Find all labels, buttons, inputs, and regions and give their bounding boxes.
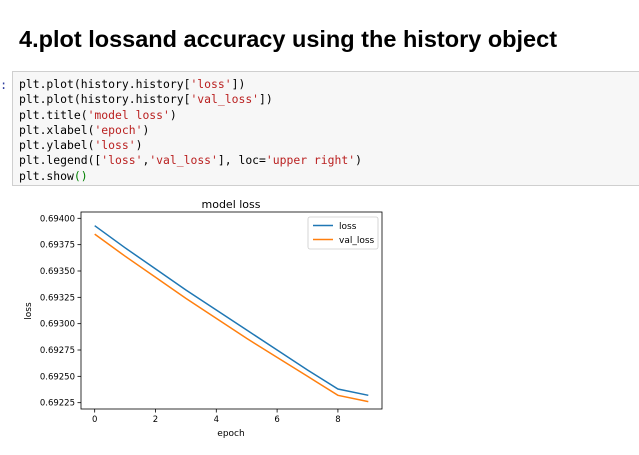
cell-prompt: : xyxy=(0,78,8,92)
code-token: plt.ylabel( xyxy=(19,138,95,153)
code-token: plt.plot(history.history[ xyxy=(19,77,191,91)
x-axis-label: epoch xyxy=(217,429,244,439)
code-token: ], loc= xyxy=(217,153,266,168)
y-axis-label: loss xyxy=(24,302,34,320)
code-token: plt.show xyxy=(19,168,74,183)
legend-label-val-loss: val_loss xyxy=(339,236,375,246)
code-string-token: 'val_loss' xyxy=(190,92,260,107)
x-tick-label: 2 xyxy=(153,415,158,425)
x-tick-label: 4 xyxy=(214,415,219,425)
code-string-token: 'loss' xyxy=(190,77,232,91)
legend: loss val_loss xyxy=(307,216,379,250)
y-tick-label: 0.69325 xyxy=(40,293,75,303)
code-string-token: 'val_loss' xyxy=(149,153,218,168)
x-tick-label: 0 xyxy=(92,415,97,425)
legend-label-loss: loss xyxy=(339,222,357,232)
y-tick-label: 0.69250 xyxy=(40,372,75,382)
code-token: () xyxy=(73,168,88,183)
y-tick-label: 0.69300 xyxy=(40,320,75,330)
code-editor[interactable]: plt.plot(history.history['loss']) plt.plo… xyxy=(19,77,362,184)
code-string-token: 'model loss' xyxy=(87,107,170,122)
y-tick-label: 0.69375 xyxy=(40,241,75,251)
code-line: plt.plot(history.history['loss']) xyxy=(19,77,362,92)
code-token: , xyxy=(142,153,150,168)
code-token: ) xyxy=(355,153,362,168)
series-line-val-loss xyxy=(94,233,369,403)
section-heading: 4.plot lossand accuracy using the histor… xyxy=(19,26,558,52)
code-token: ) xyxy=(135,138,143,153)
code-token: ]) xyxy=(231,77,246,91)
code-cell[interactable]: plt.plot(history.history['loss']) plt.plo… xyxy=(12,71,639,186)
chart-title: model loss xyxy=(202,198,261,211)
code-line: plt.plot(history.history['val_loss']) xyxy=(19,92,362,107)
y-axis: 0.69225 0.69250 0.69275 0.69300 0.69325 0.693… xyxy=(40,214,81,409)
code-token: plt.legend([ xyxy=(19,153,102,168)
y-tick-label: 0.69275 xyxy=(40,346,75,356)
code-token: ]) xyxy=(259,92,273,107)
code-string-token: 'loss' xyxy=(101,153,143,168)
code-line: plt.title('model loss') xyxy=(19,108,362,123)
code-string-token: 'epoch' xyxy=(94,122,143,137)
y-tick-label: 0.69225 xyxy=(40,399,75,409)
code-line: plt.xlabel('epoch') xyxy=(19,123,362,138)
x-axis: 0 2 4 6 8 xyxy=(92,409,341,425)
code-token: ) xyxy=(169,107,177,122)
code-string-token: 'upper right' xyxy=(265,153,356,168)
y-tick-label: 0.69400 xyxy=(40,214,75,224)
code-token: plt.plot(history.history[ xyxy=(19,92,191,107)
x-tick-label: 8 xyxy=(335,415,340,425)
code-line: plt.ylabel('loss') xyxy=(19,138,362,153)
code-token: plt.xlabel( xyxy=(19,122,95,137)
code-token: plt.title( xyxy=(19,107,88,122)
x-tick-label: 6 xyxy=(274,415,279,425)
code-string-token: 'loss' xyxy=(94,138,136,153)
code-token: ) xyxy=(142,122,150,137)
code-line: plt.show() xyxy=(19,169,362,184)
y-tick-label: 0.69350 xyxy=(40,267,75,277)
code-line: plt.legend(['loss','val_loss'], loc='upp… xyxy=(19,153,362,168)
series-line-loss xyxy=(94,225,369,397)
series-lines xyxy=(94,225,369,403)
